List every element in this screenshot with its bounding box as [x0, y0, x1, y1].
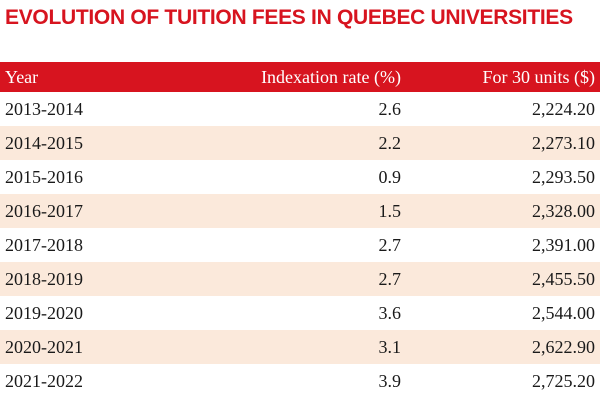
table-header-row: Year Indexation rate (%) For 30 units ($… — [0, 62, 600, 92]
table-row: 2018-2019 2.7 2,455.50 — [0, 262, 600, 296]
indexation-rate-cell: 2.7 — [378, 234, 402, 255]
header-indexation-rate: Indexation rate (%) — [261, 66, 401, 87]
fee-cell: 2,293.50 — [532, 166, 595, 187]
table-row: 2014-2015 2.2 2,273.10 — [0, 126, 600, 160]
table-row: 2020-2021 3.1 2,622.90 — [0, 330, 600, 364]
year-cell: 2021-2022 — [5, 370, 83, 391]
year-cell: 2017-2018 — [5, 234, 83, 255]
year-cell: 2015-2016 — [5, 166, 83, 187]
fee-cell: 2,455.50 — [532, 268, 595, 289]
year-cell: 2018-2019 — [5, 268, 83, 289]
year-cell: 2019-2020 — [5, 302, 83, 323]
table-row: 2015-2016 0.9 2,293.50 — [0, 160, 600, 194]
indexation-rate-cell: 2.7 — [378, 268, 402, 289]
fee-cell: 2,224.20 — [532, 98, 595, 119]
year-cell: 2016-2017 — [5, 200, 83, 221]
header-year: Year — [5, 66, 39, 87]
tuition-table: Year Indexation rate (%) For 30 units ($… — [0, 62, 600, 398]
header-fee-30-units: For 30 units ($) — [482, 66, 596, 87]
fee-cell: 2,544.00 — [532, 302, 595, 323]
year-cell: 2020-2021 — [5, 336, 83, 357]
fee-cell: 2,273.10 — [532, 132, 595, 153]
chart-title: EVOLUTION OF TUITION FEES IN QUEBEC UNIV… — [5, 6, 573, 29]
indexation-rate-cell: 3.6 — [378, 302, 402, 323]
year-cell: 2013-2014 — [5, 98, 83, 119]
indexation-rate-cell: 2.6 — [378, 98, 402, 119]
table-row: 2017-2018 2.7 2,391.00 — [0, 228, 600, 262]
indexation-rate-cell: 1.5 — [378, 200, 402, 221]
table-row: 2016-2017 1.5 2,328.00 — [0, 194, 600, 228]
fee-cell: 2,725.20 — [532, 370, 595, 391]
fee-cell: 2,391.00 — [532, 234, 595, 255]
indexation-rate-cell: 3.9 — [378, 370, 402, 391]
fee-cell: 2,328.00 — [532, 200, 595, 221]
fee-cell: 2,622.90 — [532, 336, 595, 357]
table-row: 2019-2020 3.6 2,544.00 — [0, 296, 600, 330]
table-row: 2013-2014 2.6 2,224.20 — [0, 92, 600, 126]
indexation-rate-cell: 0.9 — [378, 166, 402, 187]
indexation-rate-cell: 2.2 — [378, 132, 402, 153]
year-cell: 2014-2015 — [5, 132, 83, 153]
indexation-rate-cell: 3.1 — [378, 336, 402, 357]
table-row: 2021-2022 3.9 2,725.20 — [0, 364, 600, 398]
